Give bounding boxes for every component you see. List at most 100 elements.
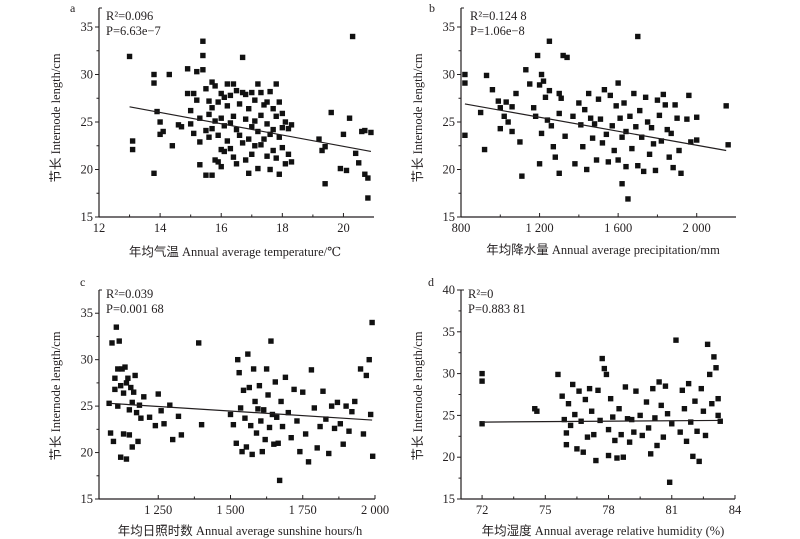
data-point-a <box>270 126 276 133</box>
data-point-c <box>255 406 261 412</box>
data-point-b <box>601 87 608 93</box>
data-point-c <box>237 405 244 411</box>
data-point-a <box>343 167 350 174</box>
data-point-d <box>692 398 698 404</box>
data-point-a <box>212 157 218 163</box>
regression-line-d <box>482 419 719 423</box>
data-point-a <box>236 101 243 107</box>
data-point-a <box>246 106 252 112</box>
y-tick-label-b: 30 <box>443 68 456 82</box>
data-point-c <box>297 448 303 455</box>
data-point-a <box>224 103 231 109</box>
data-point-a <box>157 119 163 125</box>
data-point-a <box>197 115 203 121</box>
panel-d: d R²=0 P=0.883 81 年均湿度 Annual average re… <box>411 275 742 538</box>
data-point-b <box>462 132 468 138</box>
data-point-b <box>595 96 602 102</box>
x-axis-title-b: 年均降水量 Annual average precipitation/mm <box>486 243 720 257</box>
data-point-c <box>357 366 364 372</box>
data-point-a <box>194 97 200 103</box>
data-point-d <box>713 365 719 371</box>
data-point-d <box>591 431 597 438</box>
data-point-b <box>656 112 663 119</box>
data-point-d <box>658 402 664 409</box>
data-point-a <box>252 143 258 149</box>
data-point-a <box>187 107 194 114</box>
data-point-b <box>462 80 468 86</box>
data-point-b <box>648 125 655 131</box>
data-point-a <box>255 81 261 87</box>
data-point-c <box>250 366 257 372</box>
data-point-d <box>479 370 485 377</box>
data-point-c <box>328 403 335 409</box>
data-point-d <box>645 425 652 431</box>
data-point-d <box>607 395 614 402</box>
data-point-d <box>704 341 711 348</box>
data-point-d <box>620 454 626 460</box>
data-point-c <box>243 444 250 450</box>
data-point-c <box>253 430 260 436</box>
data-point-d <box>534 408 540 414</box>
x-tick-label-d: 84 <box>729 503 742 517</box>
data-point-b <box>462 71 468 78</box>
data-point-b <box>613 103 619 109</box>
data-point-b <box>538 130 545 137</box>
data-point-b <box>591 121 598 127</box>
data-point-b <box>633 124 639 130</box>
data-point-c <box>308 367 315 373</box>
data-point-c <box>311 405 318 411</box>
data-point-a <box>267 88 273 95</box>
data-point-d <box>660 434 667 440</box>
data-point-d <box>580 449 586 455</box>
data-point-c <box>282 374 289 381</box>
data-point-a <box>255 128 261 135</box>
data-point-b <box>509 104 515 110</box>
data-point-a <box>270 147 276 154</box>
data-point-a <box>215 159 221 165</box>
data-point-d <box>639 432 645 439</box>
data-point-d <box>673 337 679 343</box>
data-point-a <box>365 195 371 201</box>
data-point-c <box>320 388 326 394</box>
data-point-c <box>119 366 125 372</box>
data-point-a <box>239 140 246 146</box>
data-point-c <box>117 382 124 389</box>
data-point-c <box>109 340 115 346</box>
data-point-a <box>126 53 133 60</box>
data-point-a <box>337 165 344 172</box>
data-point-a <box>129 146 136 153</box>
data-point-d <box>597 417 603 424</box>
data-point-b <box>489 87 496 93</box>
data-point-c <box>262 436 268 443</box>
data-point-a <box>200 67 206 73</box>
data-point-b <box>646 151 653 157</box>
data-point-a <box>255 165 261 172</box>
data-point-a <box>279 125 286 131</box>
data-point-d <box>681 406 688 412</box>
data-point-b <box>640 168 647 175</box>
y-tick-label-a: 35 <box>81 20 94 34</box>
data-point-d <box>572 411 578 418</box>
data-point-c <box>112 375 118 381</box>
data-point-c <box>138 415 144 421</box>
data-point-c <box>291 386 297 393</box>
p-label-c: P=0.001 68 <box>106 302 164 316</box>
data-point-d <box>574 446 580 452</box>
y-tick-label-d: 35 <box>443 325 456 339</box>
data-point-d <box>610 414 616 420</box>
data-point-d <box>662 383 669 389</box>
data-point-c <box>272 379 278 385</box>
x-tick-label-c: 1 750 <box>289 503 317 517</box>
data-point-d <box>669 421 675 427</box>
data-point-d <box>666 479 673 485</box>
data-point-a <box>151 71 157 78</box>
data-point-b <box>542 94 549 100</box>
data-point-b <box>548 123 555 129</box>
data-point-b <box>564 54 570 61</box>
data-point-b <box>523 67 529 73</box>
data-point-b <box>666 154 672 160</box>
data-point-c <box>161 421 167 427</box>
data-point-c <box>275 440 281 446</box>
data-point-c <box>141 394 147 400</box>
